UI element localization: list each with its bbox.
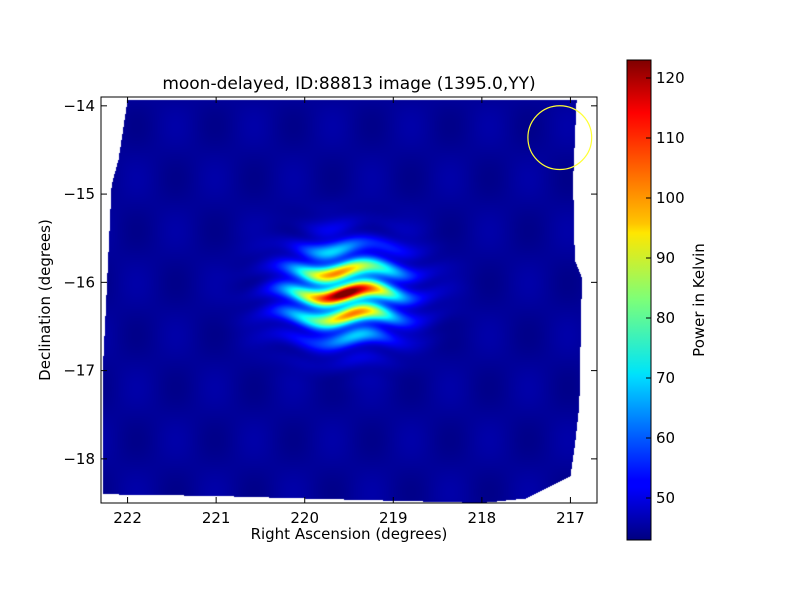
colorbar-tick-label: 90	[656, 249, 675, 267]
x-tick-label: 221	[202, 509, 231, 527]
y-tick-label: −16	[63, 273, 95, 291]
colorbar-frame	[626, 59, 652, 541]
y-axis: −14 −15 −16 −17 −18	[63, 97, 597, 468]
beam-marker-circle	[527, 105, 593, 171]
x-axis-label: Right Ascension (degrees)	[251, 525, 448, 543]
plot-area	[100, 96, 598, 504]
chart-title: moon-delayed, ID:88813 image (1395.0,YY)	[162, 74, 535, 94]
colorbar-tick-label: 100	[656, 189, 685, 207]
colorbar-label: Power in Kelvin	[690, 243, 708, 357]
colorbar: 50 60 70 80 90 100 110 120	[626, 59, 685, 541]
colorbar-gradient	[627, 60, 651, 540]
x-tick-label: 220	[290, 509, 319, 527]
y-axis-label: Declination (degrees)	[36, 219, 54, 381]
colorbar-tick-label: 70	[656, 369, 675, 387]
colorbar-tick-label: 120	[656, 69, 685, 87]
x-tick-label: 222	[113, 509, 142, 527]
axes-frame	[100, 96, 598, 504]
colorbar-tick-label: 60	[656, 429, 675, 447]
colorbar-ticks: 50 60 70 80 90 100 110 120	[646, 69, 685, 507]
colorbar-tick-label: 80	[656, 309, 675, 327]
y-tick-label: −17	[63, 362, 95, 380]
y-tick-label: −18	[63, 450, 95, 468]
colorbar-tick-label: 50	[656, 489, 675, 507]
heatmap-image	[101, 97, 597, 503]
colorbar-tick-label: 110	[656, 129, 685, 147]
x-tick-label: 219	[379, 509, 408, 527]
y-tick-label: −14	[63, 97, 95, 115]
x-tick-label: 218	[468, 509, 497, 527]
y-tick-label: −15	[63, 185, 95, 203]
x-axis: 222 221 220 219 218 217	[113, 97, 585, 527]
x-tick-label: 217	[556, 509, 585, 527]
